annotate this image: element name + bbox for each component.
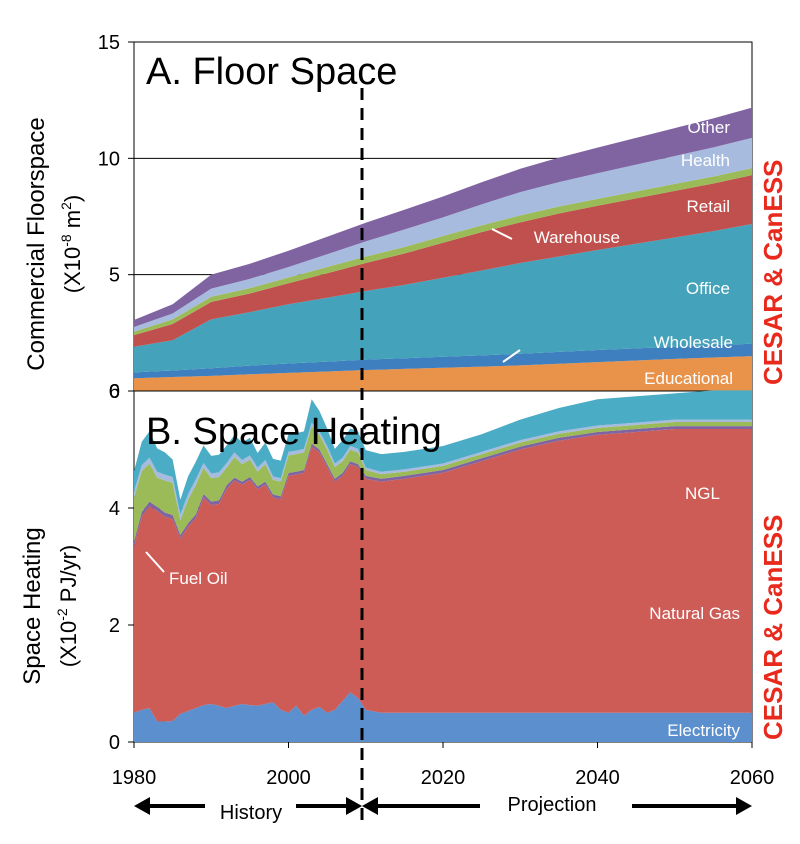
space-heating-y-tick-label: 4: [109, 498, 120, 520]
space-heating-y-tick-label: 6: [109, 381, 120, 403]
cesar-caness-watermark-b: CESAR & CanESS: [758, 515, 788, 740]
floor-space-y-ticks: 0 5 10 15: [98, 32, 134, 403]
floor-space-area-educational: [134, 356, 752, 391]
space-heating-areas: [134, 390, 752, 742]
history-label: History: [220, 802, 282, 824]
svg-text:CESAR & CanESS: CESAR & CanESS: [758, 160, 788, 385]
floor-space-areas: [134, 107, 752, 391]
floor-space-label-retail: Retail: [687, 197, 730, 216]
space-heating-area-natural-gas: [134, 429, 752, 722]
space-heating-area-coal: [134, 419, 752, 521]
space-heating-label-fuel-oil: Fuel Oil: [169, 569, 228, 588]
watermark-text: CESAR & CanESS: [758, 515, 788, 740]
floor-space-label-warehouse: Warehouse: [534, 228, 620, 247]
floor-space-panel: 0 5 10 15 A. Floor Space Commercial Floorsp…: [23, 32, 753, 403]
space-heating-panel: 0 2 4 6 1980 2000 2020 2040 2060 B. Space Heati…: [19, 381, 774, 789]
history-arrow: [134, 797, 362, 815]
floor-space-area-wholesale: [134, 343, 752, 379]
floor-space-area-health: [134, 137, 752, 332]
space-heating-title: B. Space Heating: [146, 411, 442, 453]
floor-space-y-tick-label: 0: [109, 381, 120, 403]
space-heating-ylabel: Space Heating: [19, 527, 46, 684]
floor-space-label-wholesale: Wholesale: [654, 333, 733, 352]
floor-space-ylabel-units: (X10-8 m2): [58, 195, 85, 294]
floor-space-y-tick-label: 10: [98, 148, 120, 170]
floor-space-leader-warehouse: [491, 228, 513, 240]
space-heating-y-ticks: 0 2 4 6: [109, 381, 134, 754]
space-heating-leader-fuel-oil: [145, 551, 165, 573]
cesar-caness-watermark-a: CESAR & CanESS: [758, 160, 788, 385]
floor-space-ylabel: Commercial Floorspace: [23, 117, 50, 370]
floor-space-label-other: Other: [687, 118, 730, 137]
space-heating-y-tick-label: 0: [109, 732, 120, 754]
floor-space-title: A. Floor Space: [146, 51, 397, 93]
space-heating-area-ngl: [134, 390, 752, 515]
floor-space-area-office: [134, 223, 752, 373]
space-heating-ylabel-units: (X10-2 PJ/yr): [54, 545, 81, 668]
floor-space-area-other: [134, 107, 752, 328]
space-heating-area-fuel-oil: [134, 422, 752, 542]
floor-space-leader-wholesale: [502, 349, 521, 363]
space-heating-x-ticks: 1980 2000 2020 2040 2060: [112, 742, 775, 789]
space-heating-label-ngl: NGL: [685, 484, 720, 503]
space-heating-x-tick-label: 2040: [575, 767, 620, 789]
floor-space-y-tick-label: 5: [109, 265, 120, 287]
floor-space-series-labels: Educational Wholesale Office Retail Warehous…: [491, 118, 733, 388]
space-heating-x-tick-label: 2060: [730, 767, 775, 789]
projection-arrow: [362, 797, 752, 815]
watermark-text: CESAR & CanESS: [758, 160, 788, 385]
floor-space-label-educational: Educational: [644, 369, 733, 388]
floor-space-area-warehouse: [134, 168, 752, 336]
floor-space-y-tick-label: 15: [98, 32, 120, 54]
projection-label: Projection: [508, 794, 597, 816]
floor-space-label-health: Health: [681, 151, 730, 170]
space-heating-x-tick-label: 2020: [421, 767, 466, 789]
space-heating-label-electricity: Electricity: [667, 721, 740, 740]
floor-space-label-office: Office: [686, 279, 730, 298]
space-heating-label-natural-gas: Natural Gas: [649, 604, 740, 623]
space-heating-x-tick-label: 2000: [266, 767, 311, 789]
space-heating-area-electricity: [134, 692, 752, 742]
floor-space-area-retail: [134, 175, 752, 347]
space-heating-x-tick-label: 1980: [112, 767, 157, 789]
space-heating-y-tick-label: 2: [109, 615, 120, 637]
space-heating-series-labels: Electricity Natural Gas Fuel Oil NGL: [145, 484, 740, 740]
svg-text:CESAR & CanESS: CESAR & CanESS: [758, 515, 788, 740]
